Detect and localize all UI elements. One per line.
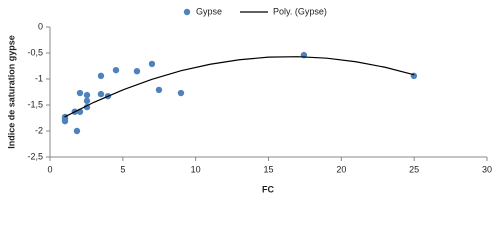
data-point	[76, 89, 84, 97]
data-point	[83, 97, 91, 105]
data-point	[112, 66, 120, 74]
legend-label: Poly. (Gypse)	[273, 6, 327, 16]
data-point	[61, 115, 69, 123]
data-point	[97, 72, 105, 80]
x-tick-label: 15	[263, 164, 273, 174]
trend-line	[64, 56, 415, 118]
y-tick-label: -1	[35, 73, 43, 83]
data-point	[73, 127, 81, 135]
data-point	[133, 68, 141, 75]
y-tick-label: -2	[35, 125, 43, 135]
data-point	[177, 89, 185, 97]
legend-marker	[183, 8, 191, 16]
x-tick-label: 30	[482, 164, 492, 174]
data-point	[148, 60, 156, 68]
data-point	[97, 90, 105, 98]
y-axis-label: Indice de saturation gypse	[6, 35, 16, 149]
data-point	[83, 91, 91, 99]
legend-label: Gypse	[196, 6, 222, 16]
x-tick-label: 10	[191, 164, 201, 174]
y-tick-label: -2,5	[27, 151, 43, 161]
x-tick-label: 0	[47, 164, 52, 174]
chart: FC Indice de saturation gypse 0 -0,5 -1 -1,…	[6, 6, 492, 194]
x-tick-label: 5	[120, 164, 125, 174]
y-tick-label: -1,5	[27, 99, 43, 109]
x-tick-label: 25	[409, 164, 419, 174]
x-tick-label: 20	[336, 164, 346, 174]
y-tick-label: 0	[38, 21, 43, 31]
data-point	[155, 86, 163, 94]
y-tick-label: -0,5	[27, 47, 43, 57]
x-axis-label: FC	[262, 184, 274, 194]
